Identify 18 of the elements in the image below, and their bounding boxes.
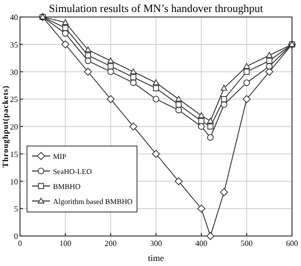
x-tick-label: 200	[104, 239, 117, 248]
x-tick-label: 400	[195, 239, 208, 248]
x-axis-title: time	[148, 253, 164, 263]
y-axis-title: Throughput(packets)	[1, 85, 10, 168]
chart-title: Simulation results of MN’s handover throughput	[48, 3, 264, 15]
y-tick-label: 20	[10, 122, 18, 132]
y-tick-label: 25	[10, 95, 18, 104]
x-tick-label: 300	[150, 239, 162, 248]
x-tick-label: 500	[240, 239, 253, 248]
x-tick-label: 100	[59, 239, 72, 248]
y-tick-label: 40	[10, 13, 18, 22]
y-tick-label: 15	[10, 150, 18, 159]
y-tick-label: 0	[14, 232, 18, 241]
y-tick-label: 30	[10, 68, 18, 77]
x-tick-label: 600	[286, 239, 298, 248]
y-tick-label: 35	[10, 40, 18, 50]
y-tick-label: 10	[10, 177, 18, 186]
y-tick-label: 5	[14, 204, 18, 214]
